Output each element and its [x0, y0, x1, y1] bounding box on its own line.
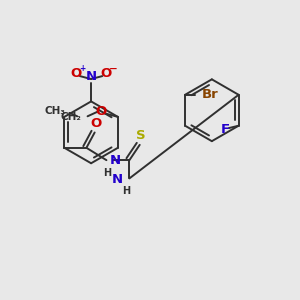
Text: H: H [103, 167, 111, 178]
Text: N: N [86, 70, 97, 83]
Text: N: N [110, 154, 121, 167]
Text: Br: Br [202, 88, 219, 101]
Text: H: H [122, 186, 130, 196]
Text: O: O [90, 117, 101, 130]
Text: +: + [79, 64, 85, 73]
Text: N: N [112, 172, 123, 185]
Text: O: O [70, 67, 81, 80]
Text: F: F [221, 123, 230, 136]
Text: CH₃: CH₃ [44, 106, 65, 116]
Text: O: O [101, 67, 112, 80]
Text: CH₂: CH₂ [61, 112, 82, 122]
Text: S: S [136, 130, 146, 142]
Text: −: − [109, 63, 117, 74]
Text: O: O [95, 105, 106, 118]
